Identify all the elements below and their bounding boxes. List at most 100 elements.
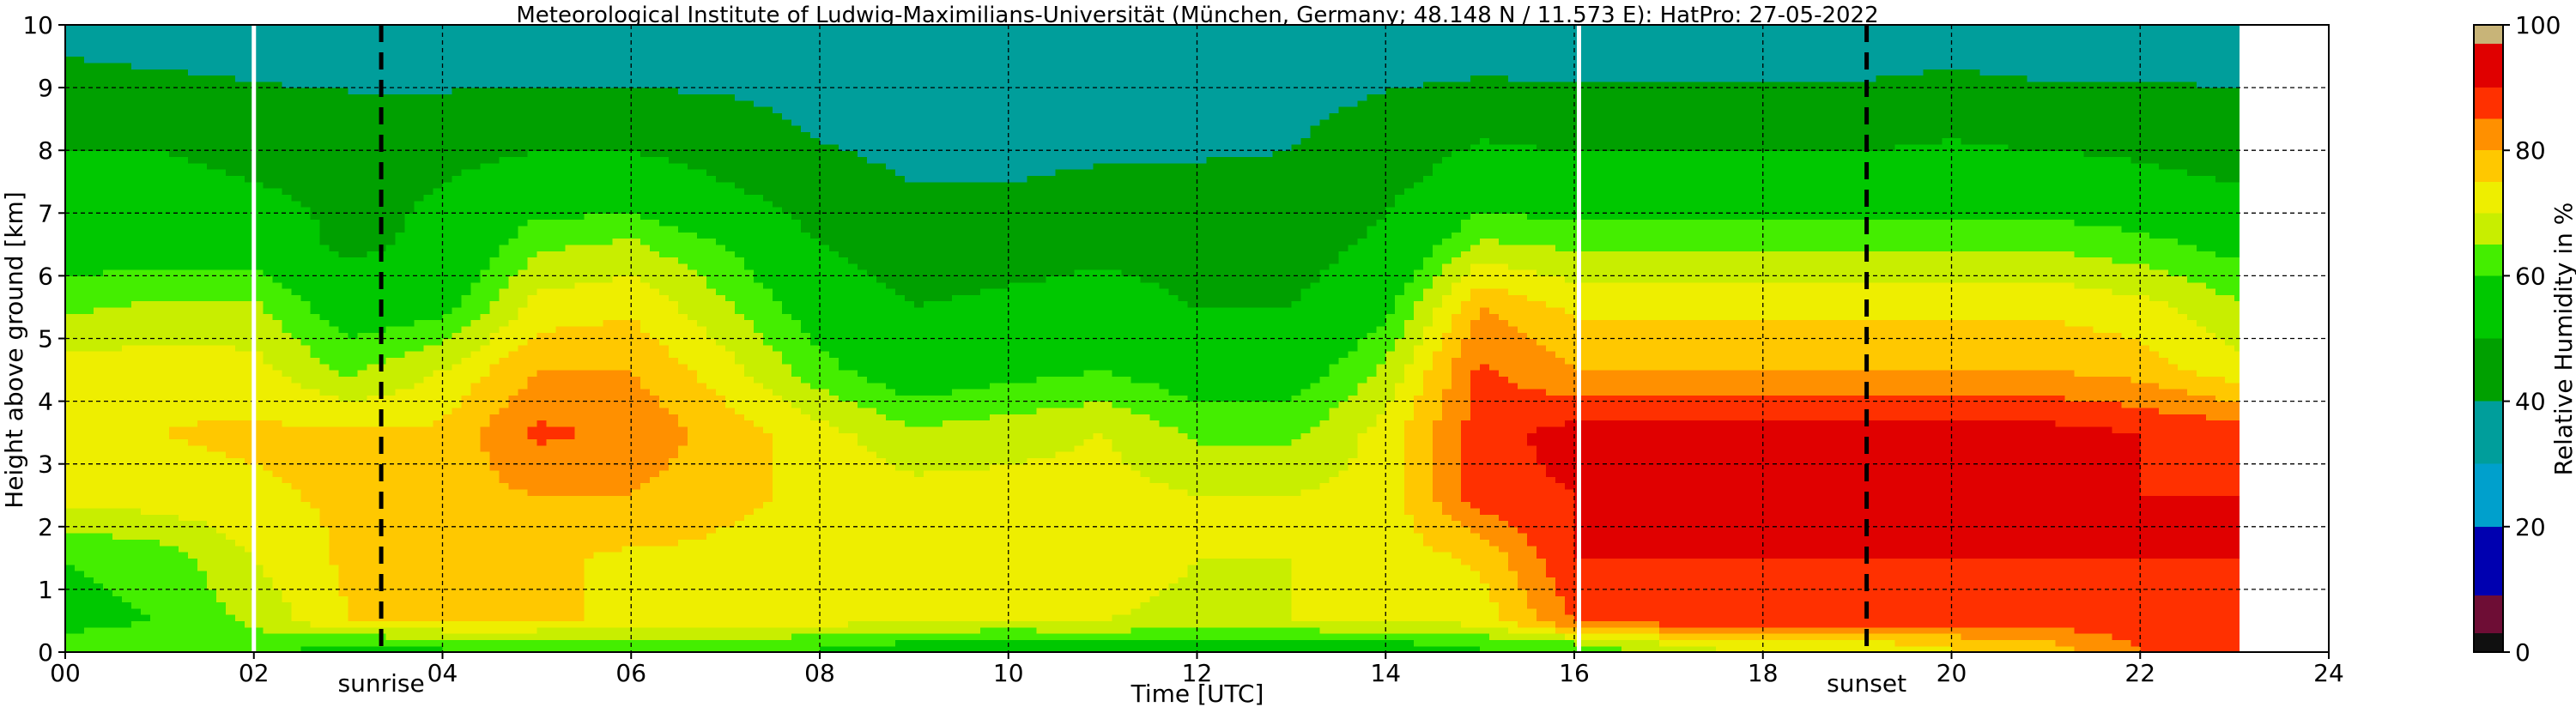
rh-cell	[527, 263, 537, 270]
rh-cell	[349, 445, 359, 452]
rh-cell	[235, 25, 245, 32]
rh-cell	[339, 414, 349, 420]
rh-cell	[65, 533, 76, 540]
rh-cell	[179, 420, 189, 427]
rh-cell	[169, 163, 179, 170]
rh-cell	[433, 288, 444, 295]
rh-cell	[75, 426, 85, 433]
rh-cell	[424, 571, 434, 577]
rh-cell	[424, 558, 434, 565]
rh-cell	[292, 402, 302, 408]
rh-cell	[197, 339, 208, 346]
rh-cell	[65, 88, 76, 94]
rh-cell	[141, 489, 151, 496]
rh-cell	[415, 577, 425, 583]
rh-cell	[480, 169, 490, 176]
rh-cell	[405, 320, 415, 327]
rh-cell	[292, 546, 302, 553]
rh-cell	[75, 239, 85, 245]
rh-cell	[518, 608, 528, 615]
rh-cell	[415, 106, 425, 113]
rh-cell	[273, 639, 283, 646]
rh-cell	[75, 489, 85, 496]
rh-cell	[443, 307, 453, 314]
rh-cell	[207, 445, 217, 452]
rh-cell	[405, 138, 415, 145]
rh-cell	[216, 489, 227, 496]
rh-cell	[386, 88, 397, 94]
rh-cell	[264, 112, 274, 119]
rh-cell	[282, 438, 293, 445]
rh-cell	[470, 608, 481, 615]
rh-cell	[499, 220, 509, 227]
rh-cell	[188, 627, 198, 634]
rh-cell	[75, 357, 85, 364]
rh-cell	[499, 94, 509, 100]
rh-cell	[188, 533, 198, 540]
rh-cell	[443, 88, 453, 94]
rh-cell	[216, 251, 227, 257]
rh-cell	[358, 220, 368, 227]
rh-cell	[84, 639, 94, 646]
rh-cell	[320, 370, 330, 377]
rh-cell	[461, 220, 471, 227]
rh-cell	[527, 63, 537, 69]
rh-cell	[150, 31, 161, 38]
rh-cell	[330, 608, 340, 615]
rh-cell	[75, 546, 85, 553]
rh-cell	[112, 251, 123, 257]
rh-cell	[499, 63, 509, 69]
rh-cell	[282, 408, 293, 414]
rh-cell	[405, 432, 415, 439]
rh-cell	[452, 558, 462, 565]
rh-cell	[443, 25, 453, 32]
rh-cell	[122, 138, 132, 145]
rh-cell	[197, 508, 208, 515]
rh-cell	[84, 257, 94, 263]
rh-cell	[424, 351, 434, 358]
rh-cell	[349, 288, 359, 295]
rh-cell	[141, 275, 151, 282]
rh-cell	[489, 558, 500, 565]
rh-cell	[207, 552, 217, 559]
rh-cell	[452, 57, 462, 63]
rh-cell	[480, 589, 490, 596]
rh-cell	[141, 464, 151, 471]
rh-cell	[160, 138, 170, 145]
rh-cell	[367, 351, 378, 358]
rh-cell	[216, 426, 227, 433]
rh-cell	[84, 106, 94, 113]
rh-cell	[94, 495, 104, 502]
rh-cell	[65, 326, 76, 333]
rh-cell	[508, 426, 518, 433]
rh-cell	[235, 163, 245, 170]
rh-cell	[320, 220, 330, 227]
rh-cell	[207, 589, 217, 596]
rh-cell	[349, 432, 359, 439]
rh-cell	[65, 445, 76, 452]
rh-cell	[320, 527, 330, 534]
rh-cell	[386, 345, 397, 352]
rh-cell	[415, 627, 425, 634]
rh-cell	[339, 282, 349, 289]
rh-cell	[179, 383, 189, 390]
rh-cell	[169, 445, 179, 452]
rh-cell	[141, 432, 151, 439]
rh-cell	[150, 345, 161, 352]
rh-cell	[508, 402, 518, 408]
rh-cell	[433, 345, 444, 352]
rh-cell	[292, 533, 302, 540]
rh-cell	[508, 163, 518, 170]
rh-cell	[311, 182, 321, 189]
rh-cell	[207, 565, 217, 571]
rh-cell	[367, 627, 378, 634]
rh-cell	[508, 552, 518, 559]
rh-cell	[527, 608, 537, 615]
rh-cell	[461, 464, 471, 471]
rh-cell	[169, 106, 179, 113]
rh-cell	[216, 150, 227, 157]
rh-cell	[301, 44, 312, 51]
rh-cell	[169, 502, 179, 509]
rh-cell	[518, 50, 528, 57]
rh-cell	[75, 275, 85, 282]
